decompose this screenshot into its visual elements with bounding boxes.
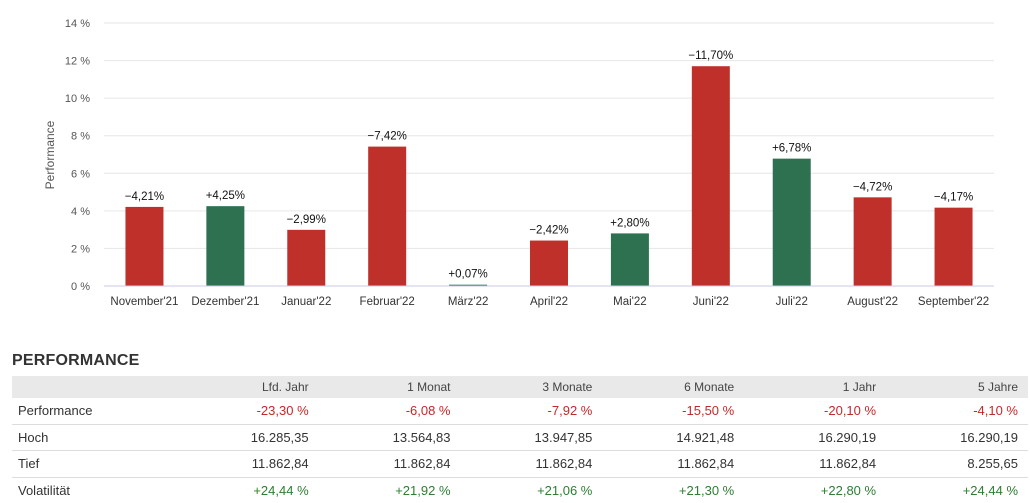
bar: [853, 197, 892, 286]
table-header-cell: 1 Jahr: [744, 376, 887, 398]
table-header-cell: 6 Monate: [602, 376, 745, 398]
data-label: −4,17%: [934, 192, 973, 204]
data-label: −4,21%: [125, 191, 164, 203]
table-cell: 11.862,84: [602, 450, 745, 478]
x-tick-label: Januar'22: [281, 296, 331, 308]
data-label: −4,72%: [853, 181, 892, 193]
y-tick-label: 14 %: [65, 18, 90, 30]
table-cell: 11.862,84: [318, 450, 461, 478]
bar: [772, 158, 811, 286]
table-cell: +21,06 %: [537, 482, 593, 498]
table-cell: -23,30 %: [176, 398, 319, 425]
table-cell: 13.947,85: [460, 424, 603, 451]
data-label: +4,25%: [206, 190, 245, 202]
table-row: Hoch 16.285,35 13.564,83 13.947,85 14.92…: [12, 424, 1028, 451]
table-cell: 13.564,83: [318, 424, 461, 451]
table-cell: -4,10 %: [886, 398, 1028, 425]
table-cell: 11.862,84: [176, 450, 319, 478]
y-tick-label: 6 %: [71, 168, 90, 180]
data-label: +6,78%: [772, 143, 811, 155]
data-label: +2,80%: [610, 217, 649, 229]
table-cell: -6,08 %: [318, 398, 461, 425]
data-labels: −4,21% +4,25% −2,99% −7,42% +0,07% −2,42% +2,8…: [125, 50, 973, 280]
data-label: −11,70%: [688, 50, 733, 62]
table-row: Tief 11.862,84 11.862,84 11.862,84 11.86…: [12, 450, 1028, 478]
bar: [691, 66, 730, 286]
y-tick-label: 0 %: [71, 281, 90, 293]
table-cell: +21,30 %: [678, 482, 735, 498]
table-cell: +24,44 %: [253, 482, 309, 498]
table-header-cell: 3 Monate: [460, 376, 603, 398]
table-header-cell: 1 Monat: [318, 376, 461, 398]
gridlines: [104, 22, 994, 249]
bar: [530, 240, 568, 286]
bar: [610, 233, 649, 286]
table-cell: 11.862,84: [744, 450, 887, 478]
x-tick-label: Juni'22: [693, 296, 729, 308]
x-tick-label: April'22: [530, 296, 568, 308]
table-cell: 14.921,48: [602, 424, 745, 451]
table-cell: -15,50 %: [602, 398, 745, 425]
table-cell: 16.290,19: [744, 424, 887, 451]
x-axis-labels: November'21 Dezember'21 Januar'22 Februar'2…: [110, 296, 989, 308]
data-label: −7,42%: [368, 131, 407, 143]
bar: [206, 206, 245, 286]
y-tick-label: 12 %: [65, 56, 90, 68]
y-axis-title: Performance: [43, 120, 57, 189]
table-cell: +24,44 %: [962, 482, 1018, 498]
data-label: −2,99%: [287, 214, 326, 226]
bar: [934, 207, 973, 286]
performance-bar-chart: 0 %2 %4 %6 %8 %10 %12 %14 % Performance …: [43, 18, 994, 308]
table-header-cell: Lfd. Jahr: [176, 376, 319, 398]
data-label: +0,07%: [448, 269, 487, 281]
bar: [368, 146, 407, 286]
table-header-row: Lfd. Jahr 1 Monat 3 Monate 6 Monate 1 Ja…: [12, 376, 1028, 398]
x-tick-label: September'22: [918, 296, 989, 308]
x-tick-label: März'22: [448, 296, 489, 308]
table-row: Performance -23,30 % -6,08 % -7,92 % -15…: [12, 398, 1028, 425]
row-label: Tief: [12, 450, 177, 478]
row-label: Performance: [12, 398, 177, 425]
table-cell: -7,92 %: [460, 398, 603, 425]
y-tick-label: 10 %: [65, 93, 90, 105]
y-tick-label: 4 %: [71, 206, 90, 218]
table-cell: +21,92 %: [395, 482, 451, 498]
x-tick-label: Juli'22: [776, 296, 808, 308]
y-tick-label: 2 %: [71, 243, 90, 255]
bar: [125, 206, 164, 286]
performance-table: Lfd. Jahr 1 Monat 3 Monate 6 Monate 1 Ja…: [12, 376, 1028, 503]
table-header-cell: 5 Jahre: [886, 376, 1028, 398]
table-cell: 8.255,65: [886, 450, 1028, 478]
y-tick-label: 8 %: [71, 131, 90, 143]
x-tick-label: Mai'22: [613, 296, 647, 308]
table-cell: -20,10 %: [744, 398, 887, 425]
table-cell: 11.862,84: [460, 450, 603, 478]
x-tick-label: November'21: [110, 296, 178, 308]
table-cell: +22,80 %: [820, 482, 877, 498]
performance-section-title: PERFORMANCE: [12, 352, 140, 369]
bar: [449, 284, 488, 286]
row-label: Hoch: [12, 424, 177, 451]
table-header-cell: [12, 376, 177, 398]
row-label: Volatilität: [18, 482, 71, 498]
data-label: −2,42%: [529, 225, 568, 237]
x-tick-label: Dezember'21: [191, 296, 259, 308]
table-cell: 16.285,35: [176, 424, 319, 451]
table-row: Volatilität +24,44 % +21,92 % +21,06 % +…: [12, 477, 1028, 503]
bars: [125, 66, 973, 286]
x-tick-label: August'22: [847, 296, 898, 308]
bar: [287, 229, 326, 286]
y-axis-ticks: 0 % 2 % 4 % 6 % 8 % 10 % 12 % 14 %: [65, 18, 90, 293]
x-tick-label: Februar'22: [360, 296, 415, 308]
table-cell: 16.290,19: [886, 424, 1028, 451]
